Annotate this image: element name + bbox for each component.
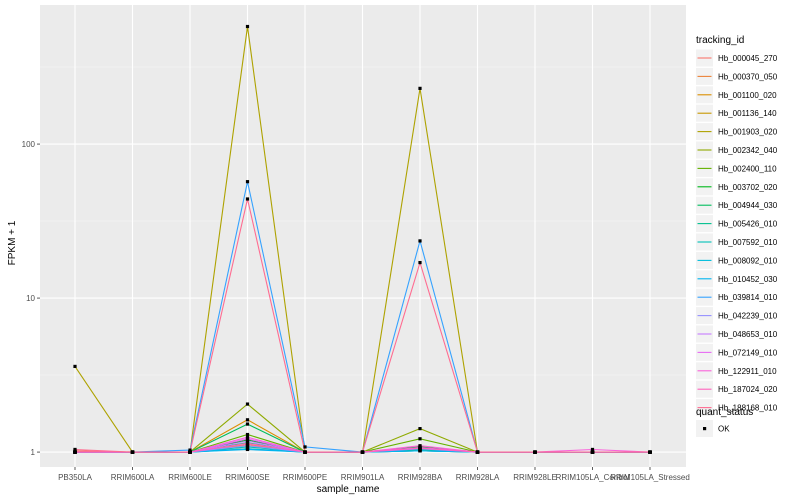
data-point [188, 448, 192, 452]
data-point [245, 197, 250, 201]
data-point [475, 450, 480, 454]
data-point [245, 447, 250, 452]
x-tick-label: RRIM928LE [513, 473, 557, 482]
data-point [245, 180, 250, 184]
x-tick-label: RRIM928LA [456, 473, 500, 482]
legend-point-swatch [703, 427, 707, 431]
data-point [418, 437, 422, 441]
data-point [73, 364, 77, 369]
data-point [418, 427, 422, 431]
data-point [188, 450, 192, 454]
data-point [648, 450, 652, 454]
grid-lines [40, 5, 686, 467]
legend-label: Hb_187024_020 [718, 385, 778, 394]
data-point [418, 86, 422, 90]
legend-label: Hb_010452_030 [718, 275, 778, 284]
legend-label: Hb_002400_110 [718, 164, 777, 173]
data-point [130, 450, 135, 454]
legend-label: Hb_004944_030 [718, 201, 778, 210]
data-point [590, 450, 595, 454]
legend-label: Hb_072149_010 [718, 348, 778, 357]
y-tick-label: 10 [26, 294, 35, 303]
x-tick-label: RRIM600LE [168, 473, 212, 482]
y-tick-label: 1 [31, 448, 36, 457]
legend-label: Hb_039814_010 [718, 293, 778, 302]
x-tick-label: RRIM901LA [341, 473, 385, 482]
legend-label: Hb_001903_020 [718, 128, 778, 137]
axis-ticks: 1 10 100 PB350LA RRIM600LA RRIM600LE RRIM600SE… [22, 140, 690, 482]
legend-label: Hb_042239_010 [718, 312, 778, 321]
data-point [73, 447, 77, 452]
legend-label: OK [718, 425, 730, 434]
y-tick-label: 100 [22, 140, 36, 149]
data-points [73, 24, 652, 454]
data-point [245, 418, 250, 422]
data-point [303, 445, 307, 449]
data-point [418, 449, 422, 453]
data-point [73, 450, 77, 454]
data-point [418, 239, 422, 243]
legend-label: Hb_000370_050 [718, 72, 778, 81]
x-tick-label: RRIM105LA_Stressed [610, 473, 690, 482]
x-tick-label: RRIM600SE [225, 473, 269, 482]
data-point [245, 432, 250, 437]
data-point [245, 422, 250, 426]
data-point [245, 441, 250, 445]
x-tick-label: RRIM105LA_Control [556, 473, 630, 482]
legend-label: Hb_048653_010 [718, 330, 778, 339]
data-point [418, 260, 422, 265]
legend-label: Hb_007592_010 [718, 238, 778, 247]
legend-shape-title: quant_status [696, 407, 753, 418]
data-point [245, 437, 250, 441]
x-tick-label: RRIM928BA [398, 473, 443, 482]
legend-label: Hb_122911_010 [718, 367, 777, 376]
y-axis-title: FPKM + 1 [7, 220, 18, 265]
legend-label: Hb_008092_010 [718, 256, 778, 265]
legend-label: Hb_188168_010 [718, 404, 778, 413]
x-tick-label: RRIM600LA [111, 473, 155, 482]
legend-label: Hb_003702_020 [718, 183, 778, 192]
data-point [245, 444, 250, 448]
legend-label: Hb_001136_140 [718, 109, 777, 118]
data-point [533, 450, 537, 454]
data-point [245, 435, 250, 439]
x-axis-title: sample_name [317, 484, 380, 495]
data-point [360, 450, 365, 454]
legend-label: Hb_001100_020 [718, 91, 777, 100]
data-point [418, 446, 422, 450]
data-point [245, 439, 250, 443]
legend-label: Hb_000045_270 [718, 54, 778, 63]
x-tick-label: RRIM600PE [283, 473, 327, 482]
data-point [418, 444, 422, 448]
legend-title: tracking_id [696, 35, 744, 46]
legend: tracking_id Hb_000045_270 Hb_000370_050 Hb_… [696, 35, 778, 437]
data-point [245, 24, 250, 29]
legend-label: Hb_002342_040 [718, 146, 778, 155]
legend-label: Hb_005426_010 [718, 220, 778, 229]
data-point [590, 447, 595, 452]
data-point [303, 450, 307, 454]
data-point [245, 402, 250, 406]
x-tick-label: PB350LA [58, 473, 92, 482]
